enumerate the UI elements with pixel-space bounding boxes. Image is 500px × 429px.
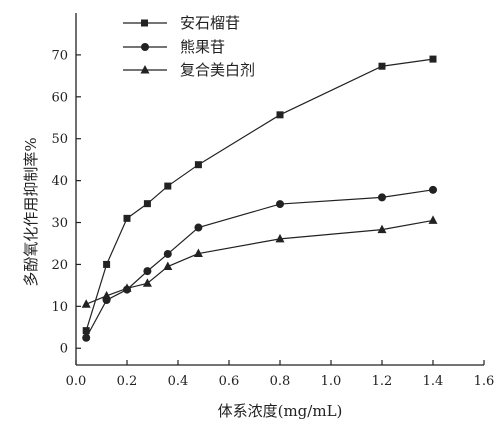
y-tick-label: 0 <box>60 342 68 357</box>
data-point <box>163 261 173 271</box>
data-point <box>103 260 111 268</box>
data-point <box>82 327 90 335</box>
x-axis-ticks: 0.0 0.2 0.4 0.6 0.8 1.0 1.2 1.4 1.6 <box>66 360 495 389</box>
x-tick-label: 1.6 <box>474 374 495 389</box>
legend-label-2: 复合美白剂 <box>180 61 255 79</box>
y-tick-label: 60 <box>51 90 68 105</box>
y-axis-ticks: 0 10 20 30 40 50 60 70 <box>51 48 81 357</box>
data-point <box>102 290 112 300</box>
series-line-1 <box>85 189 434 339</box>
legend-marker-2 <box>140 65 150 74</box>
legend-label-0: 安石榴苷 <box>180 14 240 32</box>
y-tick-label: 70 <box>51 48 68 63</box>
data-point <box>429 185 437 194</box>
y-axis-title: 多酚氧化作用抑制率% <box>22 137 40 286</box>
data-point <box>276 200 284 209</box>
series-1 <box>82 185 437 342</box>
x-tick-label: 0.0 <box>66 374 87 389</box>
data-point <box>276 111 284 119</box>
x-axis-title: 体系浓度(mg/mL) <box>218 402 343 420</box>
legend-label-1: 熊果苷 <box>180 38 225 56</box>
data-point <box>194 223 203 232</box>
legend-marker-1 <box>141 43 149 51</box>
x-tick-label: 0.4 <box>168 374 189 389</box>
data-point <box>193 248 203 258</box>
data-point <box>378 62 386 70</box>
x-tick-label: 1.4 <box>423 374 444 389</box>
data-point <box>378 193 386 202</box>
series-layer <box>81 55 438 342</box>
y-tick-label: 30 <box>51 216 68 231</box>
data-point <box>81 299 91 308</box>
data-point <box>142 278 152 287</box>
x-tick-label: 1.2 <box>372 374 393 389</box>
data-point <box>163 249 172 258</box>
x-tick-label: 0.8 <box>270 374 291 389</box>
x-tick-label: 0.6 <box>219 374 240 389</box>
y-tick-label: 20 <box>51 258 68 273</box>
data-point <box>82 333 91 342</box>
data-point <box>275 233 285 243</box>
legend-item-1: 熊果苷 <box>123 38 225 56</box>
data-point <box>123 214 131 222</box>
x-tick-label: 1.0 <box>321 374 342 389</box>
y-tick-label: 50 <box>51 132 68 147</box>
data-point <box>143 200 151 208</box>
y-tick-label: 40 <box>51 174 68 189</box>
x-tick-label: 0.2 <box>117 374 138 389</box>
data-point <box>122 283 132 292</box>
data-point <box>377 224 387 234</box>
legend-item-2: 复合美白剂 <box>123 61 255 79</box>
y-tick-label: 10 <box>51 300 68 315</box>
data-point <box>428 215 438 224</box>
legend-item-0: 安石榴苷 <box>123 14 240 32</box>
data-point <box>429 55 437 63</box>
series-0 <box>82 55 437 335</box>
plot-frame <box>75 13 484 366</box>
legend-marker-0 <box>141 19 148 27</box>
series-2 <box>81 215 438 308</box>
data-point <box>194 161 202 169</box>
legend: 安石榴苷 熊果苷 复合美白剂 <box>123 14 255 79</box>
data-point <box>143 267 152 276</box>
data-point <box>164 182 172 190</box>
